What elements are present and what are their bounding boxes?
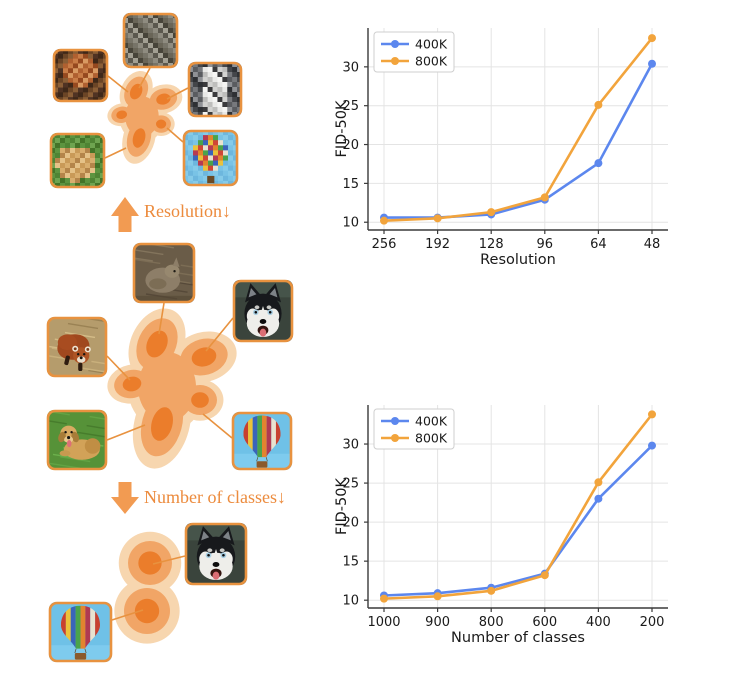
y-axis-label: FID-50K [334, 478, 350, 535]
legend-label: 400K [415, 37, 448, 52]
data-point [648, 34, 656, 43]
image-golden-retriever [46, 409, 108, 471]
series-800K [380, 34, 656, 225]
connector-line [111, 609, 144, 621]
data-point [648, 410, 656, 419]
image-husky [232, 279, 294, 343]
x-tick-label: 192 [425, 237, 450, 252]
connector-line [138, 67, 151, 89]
x-tick-label: 48 [644, 237, 661, 252]
data-point [540, 193, 549, 202]
y-axis-label: FID-50K [334, 100, 350, 157]
y-tick-label: 10 [342, 216, 359, 231]
connector-line [158, 302, 165, 335]
distribution-blob-top [107, 70, 183, 164]
data-point [594, 100, 603, 109]
legend-label: 800K [415, 431, 448, 446]
x-tick-label: 256 [372, 237, 397, 252]
connector-line [205, 317, 234, 352]
connector-line [106, 355, 131, 381]
image-red-panda [46, 316, 108, 378]
legend: 400K 800K [373, 408, 455, 450]
x-axis-label: Number of classes [451, 630, 585, 646]
axes: 1000 900 800 600 400 200 10 15 20 25 30 [342, 405, 668, 630]
distribution-blob-bottom [114, 531, 182, 644]
data-point [648, 441, 656, 450]
x-tick-label: 128 [479, 237, 504, 252]
image-rabbit [132, 242, 196, 304]
image-husky-pixelated [187, 61, 243, 118]
y-tick-label: 15 [342, 177, 359, 192]
x-tick-label: 96 [537, 237, 554, 252]
axes: 256 192 128 96 64 48 10 15 20 25 30 [342, 28, 668, 252]
data-point [594, 478, 603, 487]
image-rock-pixelated [122, 12, 179, 69]
resolution-arrow-label: Resolution↓ [144, 201, 232, 221]
up-arrow-icon [111, 197, 139, 232]
x-tick-label: 64 [590, 237, 607, 252]
data-point [380, 216, 388, 225]
y-tick-label: 15 [342, 555, 359, 570]
x-axis-label: Resolution [480, 252, 556, 268]
data-point [594, 159, 603, 168]
connector-line [104, 147, 127, 159]
y-tick-label: 20 [342, 516, 359, 531]
x-tick-label: 600 [532, 615, 557, 630]
data-point [540, 571, 549, 580]
y-tick-label: 20 [342, 138, 359, 153]
connector-line [106, 424, 146, 441]
y-tick-label: 10 [342, 594, 359, 609]
x-tick-label: 900 [425, 615, 450, 630]
x-tick-label: 800 [479, 615, 504, 630]
image-hot-air-balloon [48, 601, 113, 663]
x-tick-label: 400 [586, 615, 611, 630]
y-tick-label: 25 [342, 99, 359, 114]
image-hot-air-balloon [231, 411, 293, 471]
data-point [648, 59, 656, 68]
data-point [433, 214, 442, 223]
data-point [380, 594, 388, 603]
connector-line [107, 75, 129, 93]
connector-line [166, 127, 184, 143]
data-point [487, 586, 496, 595]
x-tick-label: 1000 [367, 615, 400, 630]
x-tick-label: 200 [640, 615, 665, 630]
down-arrow-icon [111, 482, 139, 514]
y-tick-label: 30 [342, 60, 359, 75]
y-tick-label: 30 [342, 438, 359, 453]
series-400K [380, 441, 656, 600]
connector-line [166, 87, 189, 100]
legend-label: 400K [415, 414, 448, 429]
connector-line [152, 555, 186, 565]
fid-vs-resolution-chart: 256 192 128 96 64 48 10 15 20 25 30 Resolution FID-5… [334, 28, 668, 268]
image-golden-retriever-pixelated [49, 132, 106, 189]
classes-arrow-label: Number of classes↓ [144, 487, 286, 507]
legend: 400K 800K [373, 31, 455, 73]
data-point [594, 494, 603, 503]
legend-label: 800K [415, 54, 448, 69]
image-hot-air-balloon-pixelated [182, 129, 239, 187]
fid-vs-classes-chart: 1000 900 800 600 400 200 10 15 20 25 30 Number of c… [334, 405, 668, 646]
series-800K [380, 410, 656, 603]
image-husky [184, 522, 248, 586]
image-red-panda-pixelated [52, 48, 109, 103]
y-tick-label: 25 [342, 477, 359, 492]
data-point [487, 208, 496, 217]
data-point [433, 592, 442, 601]
connector-line [202, 413, 233, 439]
distribution-blob-middle [107, 308, 237, 469]
